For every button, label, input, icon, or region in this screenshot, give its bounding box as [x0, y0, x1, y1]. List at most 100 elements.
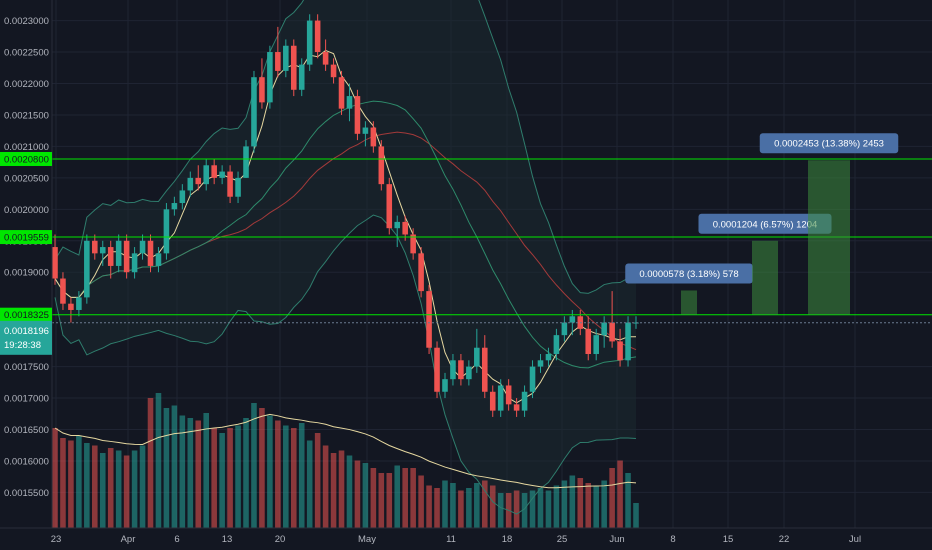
candle-body: [410, 234, 416, 254]
candle-body: [283, 45, 289, 71]
volume-bar: [354, 460, 361, 528]
volume-bar: [235, 425, 241, 528]
candle-body: [115, 240, 122, 266]
volume-bar: [203, 413, 210, 528]
current-price-badge: [0, 320, 52, 355]
level-badge-label: 0.0019559: [4, 233, 49, 244]
volume-ma-line: [54, 413, 637, 489]
volume-bar: [410, 468, 416, 528]
candle-body: [107, 247, 114, 266]
volume-bar: [275, 420, 281, 528]
price-axis-bg: [0, 0, 52, 528]
volume-bar: [99, 453, 106, 528]
volume-bar: [187, 418, 194, 528]
candle-body: [243, 146, 249, 178]
candle-body: [84, 240, 90, 298]
candle-body: [147, 240, 154, 266]
volume-bar: [521, 493, 528, 528]
candle-body: [92, 240, 98, 254]
candle-body: [537, 360, 544, 367]
current-price-label: 0.0018196: [4, 326, 49, 337]
candle-body: [163, 209, 170, 254]
level-badge-label: 0.0020800: [4, 154, 49, 165]
volume-bar: [115, 450, 122, 528]
candle-body: [235, 177, 241, 197]
volume-bar: [155, 393, 162, 528]
candle-body: [52, 247, 58, 279]
candle-body: [601, 322, 607, 336]
measure-box[interactable]: [808, 160, 850, 315]
candle-body: [458, 360, 464, 380]
volume-bar: [434, 488, 440, 528]
candle-body: [489, 391, 496, 411]
candle-body: [203, 165, 210, 185]
time-axis-bg: [0, 528, 932, 550]
y-tick-label: 0.0022500: [4, 48, 49, 59]
candle-body: [259, 77, 265, 103]
level-badge: [0, 230, 52, 245]
x-tick-label: Jun: [609, 534, 624, 545]
volume-bar: [569, 475, 576, 528]
volume-bar: [92, 445, 98, 528]
y-tick-label: 0.0015500: [4, 488, 49, 499]
volume-bar: [450, 483, 456, 528]
candle-body: [362, 127, 369, 134]
candle-body: [426, 291, 432, 348]
volume-bar: [561, 480, 568, 528]
x-tick-label: 11: [446, 534, 456, 545]
measure-box[interactable]: [681, 290, 697, 315]
candle-body: [155, 253, 162, 266]
candle-body: [378, 146, 385, 185]
candle-body: [68, 303, 74, 310]
y-tick-label: 0.0019000: [4, 268, 49, 279]
bollinger-upper-line: [54, 0, 637, 294]
volume-bar: [338, 450, 345, 528]
candle-body: [617, 341, 623, 361]
candle-body: [386, 184, 393, 229]
candle-body: [529, 366, 536, 392]
volume-bar: [259, 408, 265, 528]
x-tick-label: 22: [779, 534, 790, 545]
volume-bar: [314, 433, 321, 528]
volume-bar: [52, 428, 58, 528]
y-tick-label: 0.0016000: [4, 456, 49, 467]
volume-bar: [394, 465, 401, 528]
candle-body: [442, 379, 448, 392]
volume-bar: [346, 455, 353, 528]
volume-bar: [219, 433, 225, 528]
volume-bar: [370, 468, 377, 528]
volume-bar: [466, 488, 472, 528]
volume-bar: [633, 503, 639, 528]
measure-label-box: [625, 263, 753, 284]
candle-body: [418, 253, 424, 292]
volume-bar: [306, 440, 313, 528]
candle-body: [394, 221, 401, 229]
candle-body: [545, 354, 552, 361]
x-tick-label: 25: [557, 534, 568, 545]
x-tick-label: 18: [502, 534, 513, 545]
candle-body: [402, 221, 408, 235]
candle-body: [306, 20, 313, 65]
volume-bar: [322, 445, 329, 528]
y-tick-label: 0.0022000: [4, 79, 49, 90]
volume-bar: [601, 480, 607, 528]
candle-body: [553, 335, 560, 355]
volume-bar: [378, 473, 385, 528]
candle-body: [561, 322, 568, 336]
measure-label: 0.0000578 (3.18%) 578: [639, 269, 738, 280]
volume-bar: [243, 418, 249, 528]
volume-bar: [298, 423, 305, 528]
candle-body: [99, 247, 106, 254]
candle-body: [338, 77, 345, 109]
volume-bar: [386, 473, 393, 528]
x-tick-label: Apr: [121, 534, 136, 545]
measure-box[interactable]: [752, 240, 778, 315]
volume-bar: [139, 445, 146, 528]
volume-bar: [458, 490, 464, 528]
candle-body: [211, 165, 217, 178]
volume-bar: [179, 415, 186, 528]
candle-body: [76, 297, 82, 310]
candle-body: [251, 77, 257, 147]
